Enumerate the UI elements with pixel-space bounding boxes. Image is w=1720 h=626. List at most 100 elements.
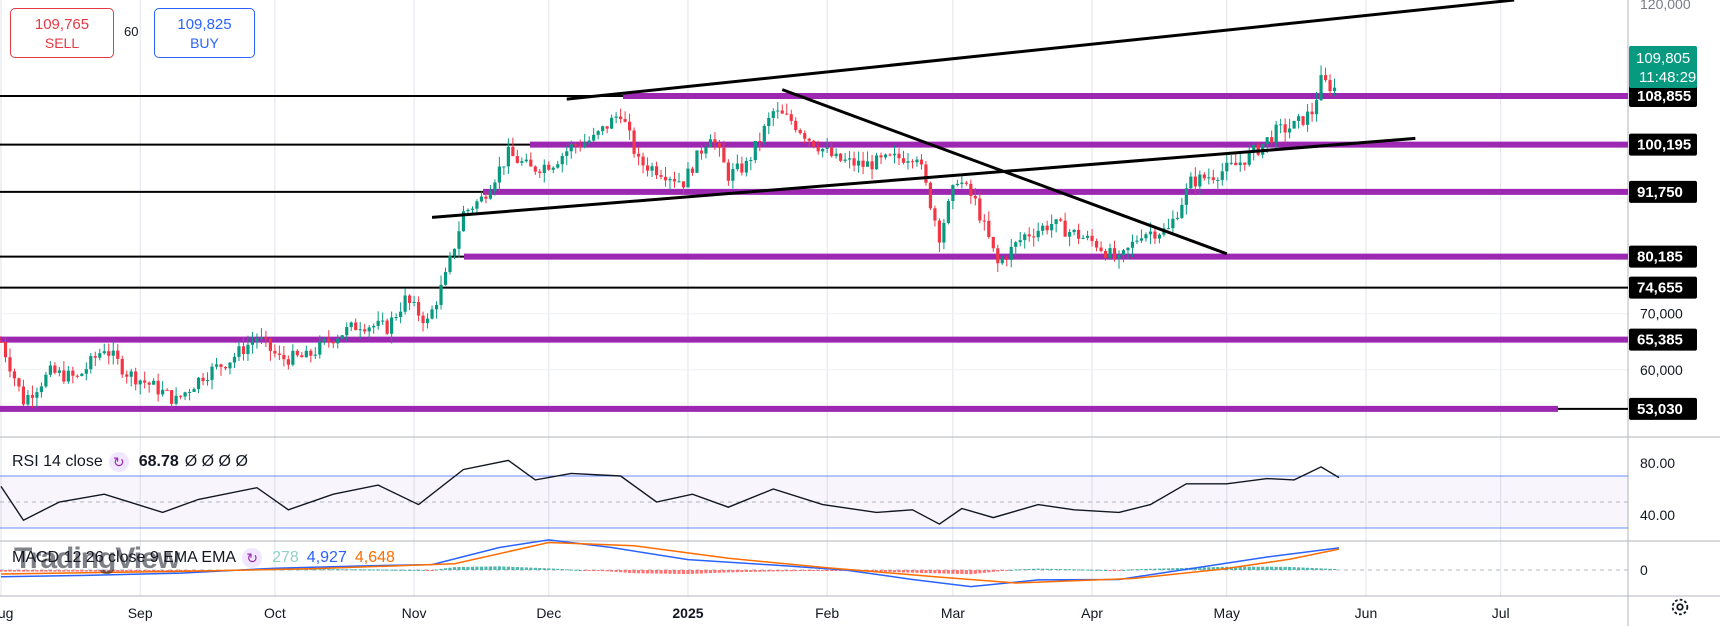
macd-histogram-bar xyxy=(1216,566,1220,570)
candle-body xyxy=(156,380,160,395)
macd-histogram-bar xyxy=(336,569,340,571)
candle-body xyxy=(349,322,353,328)
macd-histogram-bar xyxy=(812,570,816,571)
macd-histogram-bar xyxy=(578,569,582,571)
candle-body xyxy=(753,140,757,161)
macd-histogram-bar xyxy=(466,566,470,570)
macd-histogram-bar xyxy=(1068,569,1072,571)
candle-body xyxy=(699,150,704,154)
macd-histogram-bar xyxy=(430,570,434,571)
rsi-legend: RSI 14 close ↻ 68.78 Ø Ø Ø Ø xyxy=(12,452,248,472)
macd-histogram-bar xyxy=(39,570,44,572)
candle-body xyxy=(66,370,70,382)
macd-histogram-bar xyxy=(12,570,17,572)
candle-body xyxy=(1157,234,1162,239)
level-tag xyxy=(1629,245,1697,268)
rsi-tick-label: 80.00 xyxy=(1640,455,1675,471)
rsi-settings-icon[interactable]: ↻ xyxy=(108,452,129,472)
level-tag-label: 80,185 xyxy=(1637,249,1683,266)
candle-body xyxy=(933,208,937,221)
candle-body xyxy=(798,130,802,134)
macd-histogram-bar xyxy=(470,566,475,570)
candle-body xyxy=(196,377,201,390)
candle-body xyxy=(915,159,919,163)
candle-body xyxy=(542,164,546,173)
macd-histogram-bar xyxy=(152,570,156,572)
macd-settings-icon[interactable]: ↻ xyxy=(242,548,263,568)
candle-body xyxy=(1108,248,1112,259)
macd-histogram-bar xyxy=(695,570,699,574)
price-tick-label: 70,000 xyxy=(1640,306,1683,322)
candle-body xyxy=(80,373,84,376)
macd-histogram-bar xyxy=(690,570,695,574)
macd-histogram-bar xyxy=(1099,569,1103,571)
macd-histogram-bar xyxy=(1193,567,1197,570)
macd-histogram-bar xyxy=(1126,569,1130,571)
macd-histogram-bar xyxy=(331,569,335,571)
macd-histogram-bar xyxy=(704,570,708,574)
candle-body xyxy=(318,341,322,355)
candle-body xyxy=(785,113,789,115)
candle-body xyxy=(776,110,780,112)
rsi-line xyxy=(0,459,1340,525)
macd-histogram-bar xyxy=(592,570,596,571)
macd-histogram-bar xyxy=(488,566,493,570)
macd-histogram-bar xyxy=(717,570,721,573)
candle-body xyxy=(852,158,856,166)
macd-histogram-bar xyxy=(1166,568,1170,570)
candle-body xyxy=(250,341,255,345)
candle-body xyxy=(1090,235,1094,242)
macd-histogram-bar xyxy=(753,570,757,572)
candle-body xyxy=(1283,124,1287,133)
signal-line xyxy=(0,541,1340,584)
candle-body xyxy=(1238,162,1242,166)
macd-histogram-bar xyxy=(367,569,371,571)
macd-histogram-bar xyxy=(1292,567,1296,570)
candle-body xyxy=(1117,255,1121,259)
macd-histogram-bar xyxy=(170,570,174,572)
candle-body xyxy=(1274,124,1278,143)
macd-histogram-bar xyxy=(1305,567,1310,570)
candle-body xyxy=(295,350,299,356)
macd-histogram-bar xyxy=(654,570,659,574)
candle-body xyxy=(973,195,977,199)
macd-histogram-bar xyxy=(116,570,120,572)
macd-histogram-bar xyxy=(713,570,717,573)
macd-histogram-bar xyxy=(538,568,542,570)
candle-body xyxy=(93,356,97,358)
candle-body xyxy=(416,301,421,316)
candle-body xyxy=(1202,174,1206,179)
buy-price: 109,825 xyxy=(177,16,232,33)
candle-body xyxy=(1229,162,1233,164)
level-tag xyxy=(1629,276,1697,299)
candle-body xyxy=(475,201,479,209)
candle-body xyxy=(1193,176,1197,187)
candle-body xyxy=(991,236,995,249)
buy-button[interactable]: 109,825 BUY xyxy=(154,8,255,58)
candle-body xyxy=(358,329,362,331)
candle-body xyxy=(98,353,102,358)
gear-icon[interactable] xyxy=(1669,596,1691,618)
sell-button[interactable]: 109,765 SELL xyxy=(10,8,114,58)
candle-body xyxy=(170,390,174,404)
candle-body xyxy=(30,395,35,398)
tradingview-watermark: TradingView xyxy=(14,542,180,575)
candle-body xyxy=(982,220,986,222)
candle-body xyxy=(794,120,798,131)
time-axis-label: Jul xyxy=(1492,605,1510,621)
macd-histogram-bar xyxy=(174,570,178,572)
macd-histogram-bar xyxy=(1050,568,1054,570)
candle-body xyxy=(399,311,403,318)
candle-body xyxy=(84,369,88,374)
time-axis-label: 2025 xyxy=(672,605,703,621)
candle-body xyxy=(407,295,412,303)
macd-histogram-bar xyxy=(529,567,533,570)
candle-body xyxy=(731,169,735,181)
candle-body xyxy=(107,351,111,356)
candle-body xyxy=(161,389,165,395)
candle-body xyxy=(152,380,156,385)
candle-body xyxy=(780,110,784,114)
macd-histogram-bar xyxy=(1027,568,1031,570)
price-tick-top: 120,000 xyxy=(1640,0,1691,12)
candle-body xyxy=(749,160,753,162)
